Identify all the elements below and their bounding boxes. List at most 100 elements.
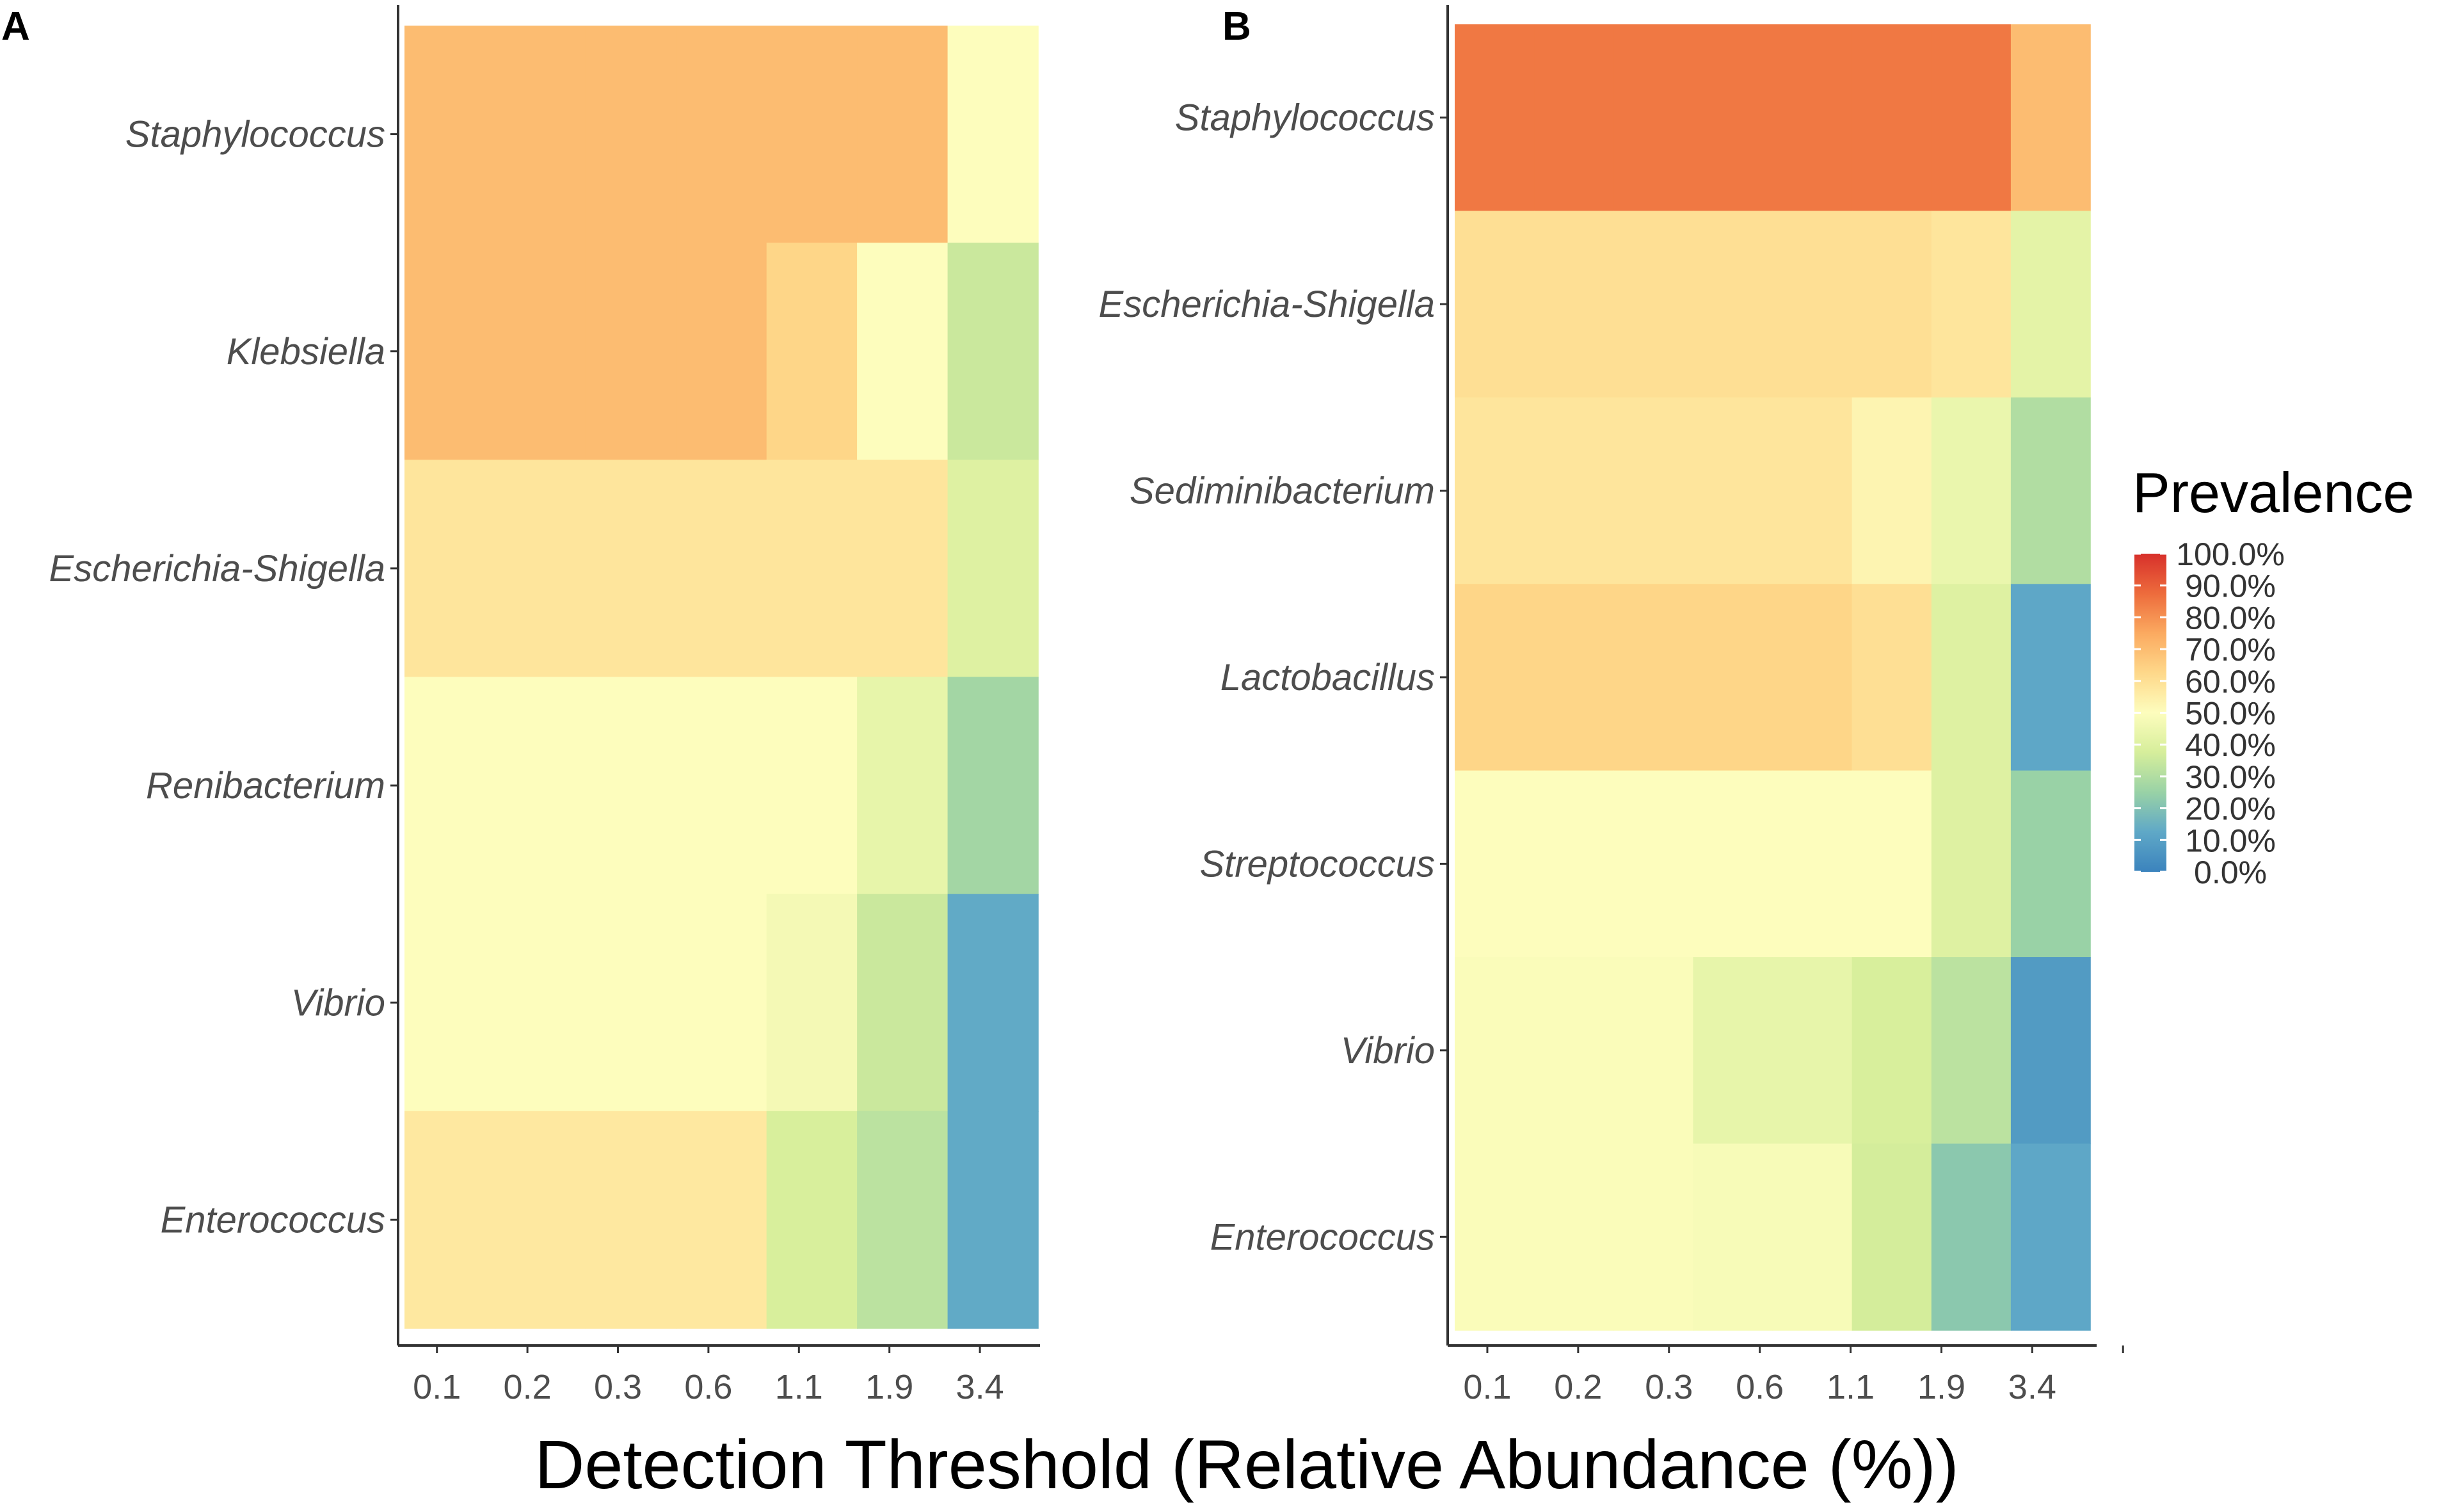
heatmap-cell — [1931, 211, 2012, 398]
heatmap-cell — [1534, 1143, 1614, 1331]
heatmap-cell — [1613, 24, 1694, 212]
heatmap-cell — [2010, 24, 2091, 212]
heatmap-cell — [857, 460, 948, 678]
heatmap-cell — [766, 460, 858, 678]
heatmap-cell — [1613, 397, 1694, 585]
heatmap-cell — [1852, 211, 1932, 398]
heatmap-cell — [1613, 770, 1694, 958]
heatmap-cell — [585, 677, 677, 895]
x-tick-label: 0.3 — [594, 1368, 642, 1406]
heatmap-cell — [1455, 1143, 1535, 1331]
heatmap-cell — [676, 243, 767, 461]
heatmap-cell — [1534, 770, 1614, 958]
heatmap-cell — [766, 1111, 858, 1329]
x-labels-b: 0.1 0.2 0.3 0.6 1.1 1.9 3.4 — [1463, 1345, 2124, 1406]
heatmap-cell — [947, 460, 1039, 678]
heatmap-cell — [1613, 211, 1694, 398]
x-tick-label: 3.4 — [2008, 1368, 2056, 1406]
x-tick-label: 0.1 — [1463, 1368, 1511, 1406]
heatmap-cell — [766, 677, 858, 895]
y-tick-label: Renibacterium — [146, 765, 385, 807]
heatmap-cell — [1455, 957, 1535, 1145]
legend-tick-label: 0.0% — [2194, 855, 2267, 890]
heatmap-cell — [857, 243, 948, 461]
heatmap-cell — [1772, 770, 1853, 958]
x-tick-label: 0.2 — [1554, 1368, 1602, 1406]
heatmap-cell — [857, 677, 948, 895]
heatmap-cell — [495, 1111, 586, 1329]
x-tick-label: 0.3 — [1645, 1368, 1693, 1406]
heatmap-cell — [1534, 211, 1614, 398]
legend-tick-label: 40.0% — [2185, 727, 2276, 763]
heatmap-cell — [1772, 957, 1853, 1145]
heatmap-cell — [1772, 1143, 1853, 1331]
y-tick-label: Vibrio — [291, 982, 385, 1024]
heatmap-cell — [1772, 211, 1853, 398]
heatmap-cell — [495, 26, 586, 243]
heatmap-cell — [2010, 584, 2091, 771]
heatmap-cell — [2010, 770, 2091, 958]
heatmap-panel-b: Staphylococcus Escherichia-Shigella Sedimi… — [1099, 5, 2124, 1406]
heatmap-cell — [1931, 397, 2012, 585]
heatmap-cell — [404, 460, 496, 678]
x-tick-label: 1.1 — [1827, 1368, 1875, 1406]
heatmap-cell — [1772, 397, 1853, 585]
heatmap-cell — [1693, 770, 1773, 958]
heatmap-cell — [1693, 397, 1773, 585]
x-tick-label: 0.6 — [684, 1368, 732, 1406]
legend-tick-label: 20.0% — [2185, 791, 2276, 827]
heatmap-cell — [1455, 770, 1535, 958]
prevalence-legend: Prevalence 100.0%90.0%80.0%70.0%60.0%50.… — [2132, 461, 2414, 890]
y-tick-label: Enterococcus — [1210, 1216, 1435, 1258]
heatmap-cell — [404, 1111, 496, 1329]
heatmap-cell — [1534, 397, 1614, 585]
heatmap-cell — [1852, 957, 1932, 1145]
heatmap-cell — [947, 894, 1039, 1112]
heatmap-cell — [947, 1111, 1039, 1329]
heatmap-cell — [857, 894, 948, 1112]
y-tick-label: Klebsiella — [227, 331, 385, 373]
heatmap-cell — [1613, 957, 1694, 1145]
x-tick-label: 3.4 — [956, 1368, 1004, 1406]
x-labels-a: 0.1 0.2 0.3 0.6 1.1 1.9 3.4 — [413, 1345, 1004, 1406]
heatmap-cell — [1852, 584, 1932, 771]
heatmap-cell — [495, 243, 586, 461]
heatmap-cell — [676, 1111, 767, 1329]
heatmap-cell — [585, 26, 677, 243]
heatmap-cell — [1931, 584, 2012, 771]
heatmap-cell — [857, 26, 948, 243]
heatmap-cell — [676, 894, 767, 1112]
heatmap-b-cells — [1455, 24, 2091, 1331]
legend-tick-label: 10.0% — [2185, 823, 2276, 858]
heatmap-cell — [1693, 1143, 1773, 1331]
x-tick-label: 0.1 — [413, 1368, 461, 1406]
heatmap-cell — [404, 243, 496, 461]
y-tick-label: Enterococcus — [161, 1199, 385, 1241]
legend-tick-label: 70.0% — [2185, 632, 2276, 668]
heatmap-cell — [585, 460, 677, 678]
y-tick-label: Lactobacillus — [1220, 657, 1435, 698]
x-tick-label: 0.6 — [1736, 1368, 1784, 1406]
legend-tick-label: 30.0% — [2185, 759, 2276, 795]
heatmap-cell — [676, 677, 767, 895]
heatmap-cell — [766, 243, 858, 461]
heatmap-cell — [1455, 397, 1535, 585]
heatmap-cell — [947, 243, 1039, 461]
heatmap-cell — [2010, 1143, 2091, 1331]
y-tick-label: Vibrio — [1341, 1030, 1435, 1072]
heatmap-cell — [495, 460, 586, 678]
y-tick-label: Escherichia-Shigella — [49, 548, 385, 590]
heatmap-cell — [1693, 957, 1773, 1145]
heatmap-cell — [2010, 397, 2091, 585]
heatmap-cell — [585, 243, 677, 461]
legend-title: Prevalence — [2132, 461, 2414, 524]
heatmap-cell — [1852, 770, 1932, 958]
heatmap-cell — [1613, 1143, 1694, 1331]
y-labels-a: Staphylococcus Klebsiella Escherichia-Shig… — [49, 114, 398, 1241]
y-tick-label: Staphylococcus — [125, 114, 385, 156]
heatmap-cell — [766, 26, 858, 243]
heatmap-cell — [404, 894, 496, 1112]
heatmap-cell — [1455, 24, 1535, 212]
legend-ticks: 100.0%90.0%80.0%70.0%60.0%50.0%40.0%30.0… — [2134, 536, 2285, 890]
x-tick-label: 1.9 — [1917, 1368, 1965, 1406]
